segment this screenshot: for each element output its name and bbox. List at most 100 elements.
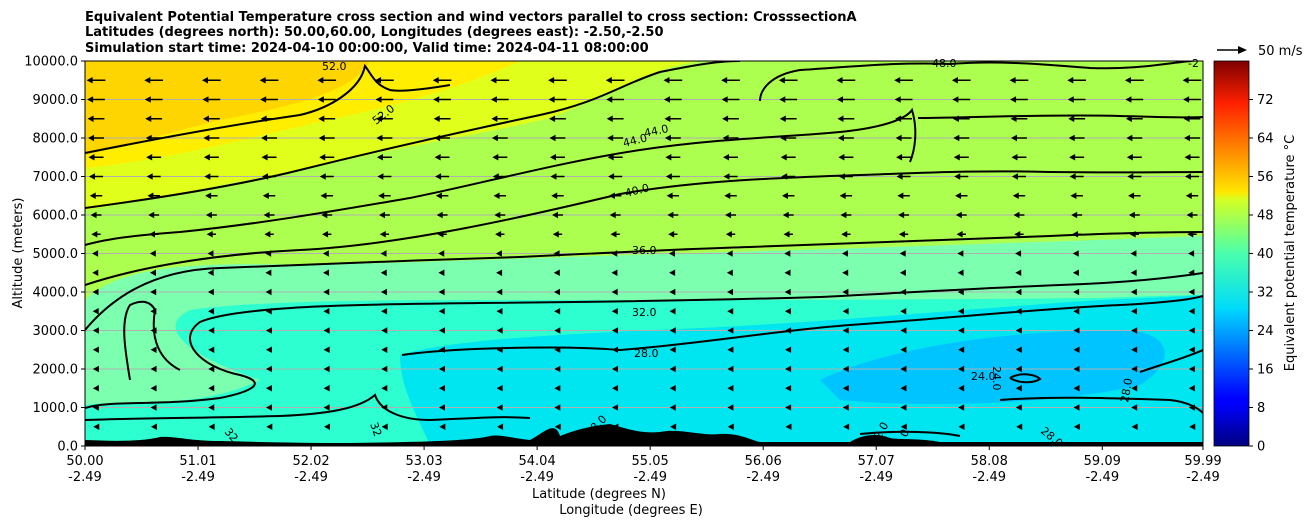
wind-arrow-127 [496, 308, 503, 315]
wind-arrow-33 [842, 404, 849, 411]
contour-label-28: 28.0 [634, 347, 659, 360]
wind-arrow-98 [1131, 346, 1138, 353]
wind-vectors [86, 77, 1202, 430]
wind-arrow-135 [957, 308, 964, 315]
wind-arrow-107 [496, 327, 503, 334]
wind-arrow-143 [265, 288, 272, 296]
wind-arrow-326 [433, 115, 451, 122]
wind-arrow-353 [837, 96, 855, 103]
wind-arrow-332 [779, 115, 797, 122]
wind-arrow-182 [207, 250, 214, 257]
y-tick-label-6: 6000.0 [33, 209, 79, 224]
wind-arrow-220 [90, 211, 102, 219]
wind-arrow-97 [1073, 346, 1080, 353]
wind-arrow-371 [721, 77, 740, 84]
wind-arrow-228 [552, 211, 563, 219]
colorbar: 0 8 16 24 32 40 48 56 64 72 Equivalent potential … [1213, 60, 1298, 455]
x-axis: 50.00-2.4951.01-2.4952.02-2.4953.03-2.49… [66, 446, 1222, 485]
chart-title-line-1: Equivalent Potential Temperature cross s… [85, 10, 857, 25]
wind-arrow-167 [496, 269, 503, 276]
wind-arrow-284 [319, 154, 335, 161]
wind-arrow-2 [208, 423, 215, 430]
wind-arrow-373 [836, 77, 856, 84]
wind-arrow-195 [957, 250, 964, 257]
wind-arrow-119 [1188, 327, 1195, 334]
wind-arrow-122 [208, 308, 215, 315]
wind-arrow-358 [1125, 96, 1144, 103]
wind-arrow-174 [899, 269, 906, 276]
wind-arrow-109 [612, 327, 619, 334]
wind-arrow-110 [669, 327, 676, 334]
wind-arrow-276 [1011, 173, 1026, 180]
x-tick-label-lon-9: -2.49 [1085, 470, 1119, 485]
wind-arrow-250 [666, 192, 680, 199]
wind-arrow-117 [1073, 327, 1080, 334]
wind-arrow-3 [266, 423, 273, 430]
wind-arrow-105 [381, 327, 388, 334]
wind-arrow-367 [490, 77, 510, 84]
wind-arrow-275 [954, 173, 969, 180]
wind-arrow-45 [381, 385, 388, 392]
wind-arrow-61 [150, 365, 157, 373]
wind-arrow-71 [727, 365, 734, 373]
wind-arrow-49 [612, 385, 619, 392]
wind-arrow-319 [1184, 134, 1200, 142]
wind-arrow-129 [611, 308, 618, 315]
wind-arrow-192 [784, 250, 791, 257]
wind-arrow-257 [1070, 192, 1083, 199]
y-tick-label-8: 8000.0 [33, 132, 79, 147]
wind-arrow-35 [958, 404, 965, 411]
wind-arrow-70 [669, 365, 676, 373]
wind-arrow-55 [958, 385, 965, 392]
x-tick-label-lat-5: 55.05 [632, 454, 669, 469]
wind-arrow-238 [1128, 211, 1140, 219]
wind-arrow-164 [323, 269, 330, 276]
wind-arrow-249 [608, 192, 622, 199]
wind-arrow-16 [1016, 423, 1023, 430]
wind-arrow-254 [897, 192, 910, 199]
wind-arrow-168 [553, 269, 560, 276]
wind-arrow-37 [1073, 404, 1080, 411]
wind-arrow-267 [492, 173, 507, 180]
wind-arrow-360 [86, 77, 106, 84]
wind-arrow-1 [150, 423, 157, 430]
wind-arrow-359 [1183, 96, 1201, 103]
wind-arrow-78 [1131, 365, 1138, 373]
wind-arrow-235 [955, 211, 967, 219]
wind-arrow-223 [263, 211, 275, 219]
x-tick-label-lat-4: 54.04 [519, 454, 556, 469]
contour-label-52-a: 52.0 [322, 60, 347, 73]
y-tick-label-5: 5000.0 [33, 247, 79, 262]
wind-arrow-278 [1127, 173, 1142, 180]
x-tick-label-lat-8: 58.08 [971, 454, 1008, 469]
wind-arrow-56 [1015, 385, 1022, 392]
wind-arrow-340 [87, 96, 105, 103]
wind-arrow-50 [669, 385, 676, 392]
wind-arrow-52 [785, 385, 792, 392]
wind-arrow-288 [549, 154, 565, 161]
wind-arrow-379 [1182, 77, 1202, 84]
wind-arrow-294 [896, 154, 912, 161]
wind-arrow-96 [1015, 346, 1022, 353]
wind-arrow-270 [665, 173, 680, 180]
wind-arrow-29 [612, 404, 619, 411]
wind-arrow-356 [1010, 96, 1028, 103]
x-axis-label-lon: Longitude (degrees E) [559, 503, 703, 518]
wind-arrow-191 [726, 250, 733, 257]
wind-arrow-199 [1188, 250, 1195, 257]
wind-arrow-357 [1067, 96, 1086, 103]
wind-arrow-303 [261, 134, 278, 142]
colorbar-tick-label-7: 56 [1257, 170, 1274, 185]
wind-arrow-287 [492, 154, 508, 161]
wind-arrow-256 [1012, 192, 1026, 199]
wind-arrow-81 [150, 346, 157, 353]
wind-arrow-92 [785, 346, 792, 353]
wind-arrow-335 [952, 115, 970, 122]
wind-arrow-159 [1188, 288, 1195, 296]
wind-arrow-118 [1131, 327, 1138, 334]
wind-arrow-104 [323, 327, 330, 334]
contour-48 [85, 61, 741, 209]
wind-arrow-150 [669, 288, 676, 296]
wind-arrow-372 [778, 77, 798, 84]
wind-arrow-305 [376, 134, 393, 142]
